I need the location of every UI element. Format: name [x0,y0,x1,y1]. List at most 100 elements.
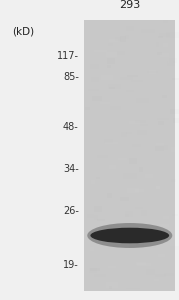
Bar [87,214,100,215]
Bar [115,37,122,41]
Bar [147,71,158,73]
Bar [108,286,112,289]
Bar [125,214,129,217]
Bar [171,179,176,182]
Bar [158,254,165,257]
Bar [158,121,165,125]
Bar [164,273,174,276]
Bar [141,29,155,32]
Bar [117,51,125,55]
Bar [121,132,127,137]
Bar [163,20,168,23]
Bar [159,53,169,57]
Bar [101,75,113,80]
Bar [126,132,132,134]
Bar [129,121,140,124]
Bar [107,58,115,64]
Bar [94,206,102,212]
Bar [150,245,156,248]
Bar [118,158,127,160]
Bar [95,42,99,46]
Bar [108,87,115,89]
Bar [130,237,138,243]
Bar [125,90,134,92]
Bar [84,20,175,291]
Bar [163,216,169,219]
Bar [108,43,113,46]
Bar [100,102,110,104]
Bar [116,236,121,239]
Bar [166,32,179,38]
Bar [90,64,99,69]
Text: 19-: 19- [63,260,79,271]
Bar [136,98,149,103]
Text: 293: 293 [119,1,140,10]
Bar [155,146,164,151]
Ellipse shape [87,223,172,248]
Bar [129,243,140,248]
Bar [109,165,116,169]
Bar [106,283,118,288]
Bar [173,118,179,123]
Bar [115,235,129,241]
Bar [172,214,178,216]
Bar [141,210,147,216]
Ellipse shape [90,228,169,243]
Bar [137,130,147,134]
Bar [90,247,94,251]
Text: 85-: 85- [63,71,79,82]
Bar [159,33,170,37]
Bar [90,268,100,271]
Bar [127,75,138,77]
Bar [108,266,116,268]
Bar [156,186,160,189]
Bar [159,224,169,227]
Bar [131,80,143,82]
Bar [109,60,123,65]
Bar [126,26,134,31]
Bar [88,89,99,91]
Text: 117-: 117- [57,50,79,61]
Bar [167,191,179,195]
Bar [136,262,147,267]
Bar [156,42,159,47]
Bar [86,206,90,212]
Text: (kD): (kD) [12,27,34,37]
Bar [107,193,112,199]
Bar [172,230,179,236]
Bar [147,114,160,116]
Bar [116,185,129,190]
Bar [120,197,129,201]
Bar [92,96,102,100]
Bar [125,35,129,39]
Bar [146,269,155,275]
Bar [162,95,167,98]
Bar [170,109,179,114]
Bar [135,206,143,209]
Bar [89,268,97,273]
Bar [129,158,137,164]
Text: 34-: 34- [63,164,79,175]
Bar [125,211,134,217]
Bar [120,77,134,80]
Bar [85,107,90,110]
Bar [91,77,99,82]
Bar [134,120,146,123]
Bar [136,262,146,265]
Bar [168,61,173,63]
Bar [126,288,141,290]
Bar [108,85,121,89]
Bar [109,40,118,42]
Bar [110,106,121,110]
Bar [107,65,111,68]
Bar [97,219,105,221]
Bar [167,61,175,66]
Bar [140,124,147,126]
Bar [104,140,113,143]
Bar [96,177,100,179]
Bar [120,36,126,42]
Bar [118,256,128,260]
Bar [137,241,144,247]
Bar [135,230,139,233]
Bar [157,118,169,120]
